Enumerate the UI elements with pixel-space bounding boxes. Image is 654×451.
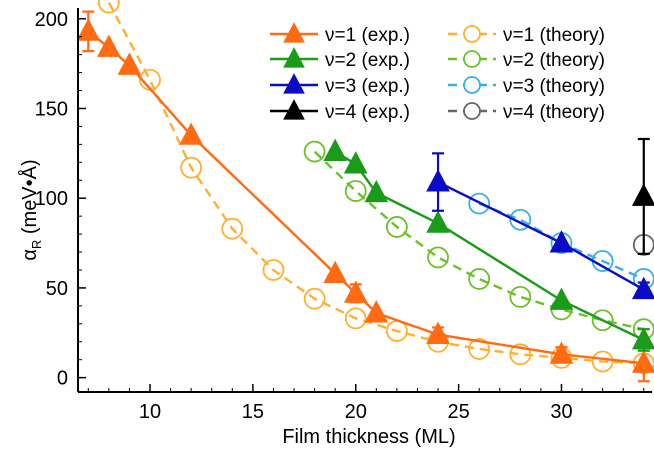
- y-tick-label: 50: [46, 278, 68, 300]
- legend-label: ν=1 (exp.): [325, 25, 410, 46]
- legend-entry: ν=1 (exp.): [270, 22, 410, 46]
- data-point: [509, 208, 532, 231]
- data-point: [549, 341, 574, 364]
- x-tick-label: 30: [550, 401, 572, 423]
- data-point: [180, 156, 203, 179]
- data-point: [76, 18, 101, 41]
- legend-label: ν=3 (theory): [503, 76, 605, 97]
- series-line: [313, 150, 645, 331]
- data-point: [591, 309, 614, 332]
- x-tick-label: 20: [345, 401, 367, 423]
- data-point: [426, 210, 450, 233]
- data-point: [468, 268, 491, 290]
- data-point: [591, 350, 614, 373]
- data-point: [303, 140, 326, 163]
- data-point: [426, 321, 450, 344]
- y-tick-label: 150: [35, 98, 68, 120]
- y-axis-label-units: (meV•Å): [18, 159, 41, 239]
- data-point: [221, 217, 244, 240]
- y-axis-label-symbol: α: [19, 249, 41, 261]
- x-tick-label: 15: [242, 401, 264, 423]
- legend-marker: [283, 73, 305, 94]
- legend-marker: [463, 76, 481, 94]
- data-point: [364, 300, 389, 323]
- legend-label: ν=4 (theory): [503, 102, 605, 123]
- legend-entry: ν=2 (exp.): [270, 47, 410, 71]
- data-point: [468, 338, 491, 360]
- legend-entry: ν=3 (theory): [448, 76, 605, 97]
- data-point: [323, 138, 347, 161]
- data-point: [364, 179, 389, 203]
- series-exp-exp_4: [631, 137, 654, 255]
- data-point: [509, 285, 532, 308]
- legend-label: ν=2 (theory): [503, 50, 605, 71]
- series-exp-exp_2: [323, 138, 654, 352]
- legend-marker: [283, 99, 305, 120]
- legend-entry: ν=4 (exp.): [270, 99, 410, 123]
- data-point: [344, 180, 367, 202]
- x-tick-label: 25: [447, 401, 469, 423]
- legend: ν=1 (exp.) ν=2 (exp.) ν=3 (exp.) ν=4 (exp.)…: [270, 22, 605, 123]
- series-exp-exp_3: [426, 152, 654, 300]
- data-point: [426, 169, 450, 192]
- y-axis-label-subscript: R: [29, 240, 44, 249]
- legend-entry: ν=2 (theory): [448, 50, 605, 71]
- data-point: [631, 350, 654, 373]
- data-point: [343, 151, 368, 174]
- legend-marker: [283, 47, 305, 68]
- x-axis-label: Film thickness (ML): [282, 426, 455, 448]
- legend-label: ν=4 (exp.): [325, 102, 410, 123]
- legend-marker: [283, 22, 305, 43]
- data-point: [344, 307, 367, 330]
- legend-entry: ν=4 (theory): [448, 102, 605, 123]
- legend-entry: ν=3 (exp.): [270, 73, 410, 97]
- y-tick-label: 200: [35, 9, 68, 31]
- y-tick-label: 100: [35, 188, 68, 210]
- data-point: [303, 287, 326, 310]
- axes: 0 50 100 150 200 10 15 20 25 30: [35, 8, 652, 423]
- data-point: [262, 259, 285, 281]
- data-point: [549, 230, 574, 253]
- data-point: [179, 122, 203, 145]
- data-point: [509, 343, 532, 366]
- data-point: [427, 246, 449, 269]
- data-point: [343, 280, 368, 303]
- data-point: [631, 183, 654, 206]
- legend-marker: [463, 50, 481, 68]
- data-point: [631, 327, 654, 350]
- data-point: [97, 34, 121, 57]
- plot-area: [76, 0, 654, 383]
- data-point: [97, 0, 120, 14]
- data-point: [385, 216, 408, 238]
- legend-label: ν=3 (exp.): [325, 76, 410, 97]
- legend-entry: ν=1 (theory): [448, 25, 605, 46]
- legend-label: ν=2 (exp.): [325, 50, 410, 71]
- data-point: [468, 192, 491, 215]
- legend-label: ν=1 (theory): [503, 25, 605, 46]
- series-exp-exp_1: [76, 10, 654, 383]
- y-tick-label: 0: [57, 368, 68, 390]
- data-point: [117, 52, 142, 75]
- legend-marker: [463, 102, 481, 120]
- y-axis-label: αR (meV•Å): [18, 159, 44, 260]
- data-point: [631, 276, 654, 300]
- data-point: [549, 287, 574, 310]
- data-point: [323, 260, 347, 283]
- legend-marker: [463, 25, 481, 43]
- x-tick-label: 10: [139, 401, 161, 423]
